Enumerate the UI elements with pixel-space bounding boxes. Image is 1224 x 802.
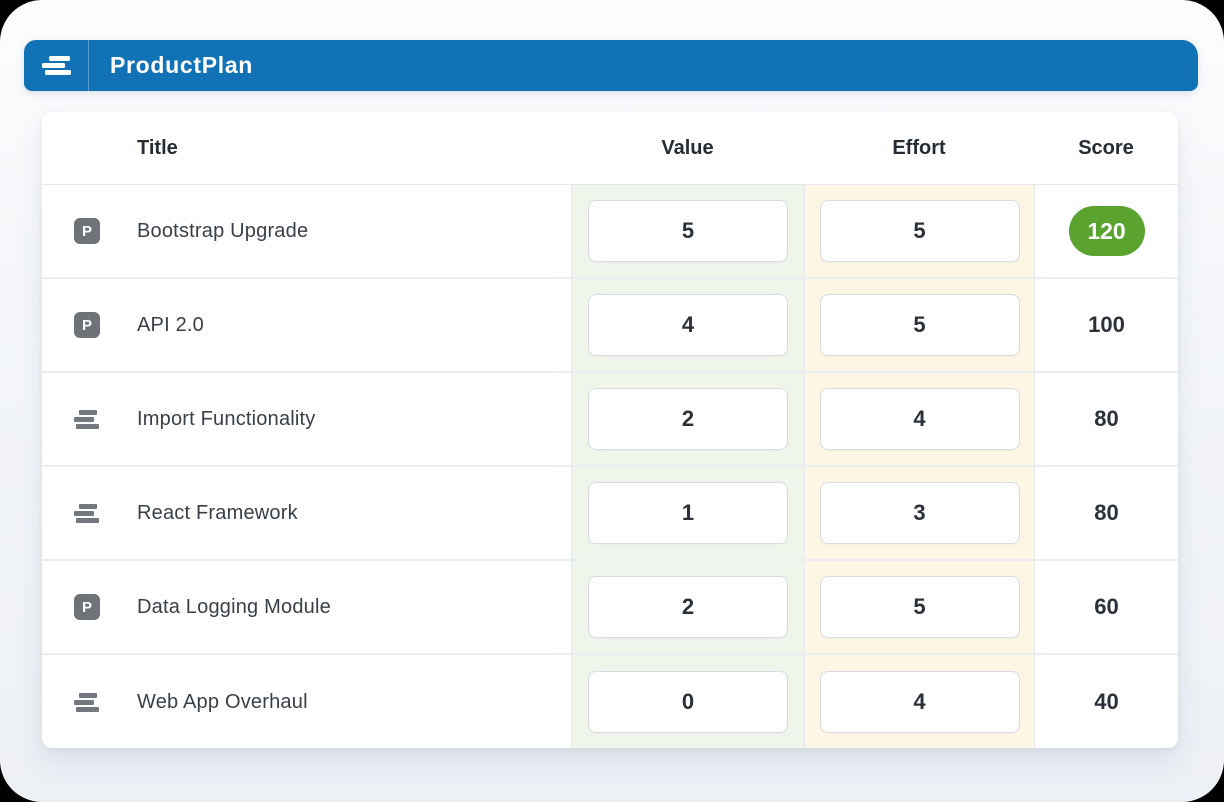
app-header: ProductPlan [24, 40, 1198, 91]
column-header-effort: Effort [892, 136, 946, 159]
table-row[interactable]: P Bootstrap Upgrade 120 [42, 185, 1178, 279]
score-value: 80 [1094, 500, 1119, 525]
row-title: Import Functionality [137, 407, 316, 430]
row-title: Data Logging Module [137, 595, 331, 618]
prioritization-table: Title Value Effort Score P Bootstrap Upg… [42, 112, 1178, 748]
column-header-score: Score [1078, 136, 1134, 159]
score-value: 60 [1094, 594, 1119, 619]
score-value: 40 [1094, 689, 1119, 714]
column-header-title: Title [137, 136, 178, 159]
header-divider [88, 40, 89, 91]
value-input[interactable] [588, 482, 788, 544]
logo-bars-icon [41, 56, 71, 75]
parking-icon: P [74, 218, 100, 244]
value-input[interactable] [588, 388, 788, 450]
effort-input[interactable] [819, 200, 1020, 262]
productplan-logo-icon[interactable] [24, 40, 88, 91]
score-value: 120 [1068, 206, 1145, 256]
effort-input[interactable] [819, 482, 1020, 544]
table-row[interactable]: P API 2.0 100 [42, 279, 1178, 373]
table-row[interactable]: React Framework 80 [42, 467, 1178, 561]
value-input[interactable] [588, 294, 788, 356]
value-input[interactable] [588, 671, 788, 733]
column-header-value: Value [661, 136, 714, 159]
row-title: API 2.0 [137, 313, 204, 336]
bars-icon [74, 692, 100, 712]
table-body: P Bootstrap Upgrade 120 P API 2.0 100 Im… [42, 185, 1178, 748]
table-header-row: Title Value Effort Score [42, 112, 1178, 185]
score-value: 100 [1088, 312, 1125, 337]
effort-input[interactable] [819, 388, 1020, 450]
table-row[interactable]: Import Functionality 80 [42, 373, 1178, 467]
row-title: Bootstrap Upgrade [137, 219, 309, 242]
value-input[interactable] [588, 200, 788, 262]
table-row[interactable]: P Data Logging Module 60 [42, 561, 1178, 655]
value-input[interactable] [588, 576, 788, 638]
app-title: ProductPlan [110, 52, 254, 78]
effort-input[interactable] [819, 671, 1020, 733]
effort-input[interactable] [819, 576, 1020, 638]
bars-icon [74, 503, 100, 523]
parking-icon: P [74, 594, 100, 620]
table-row[interactable]: Web App Overhaul 40 [42, 655, 1178, 748]
row-title: React Framework [137, 501, 298, 524]
bars-icon [74, 409, 100, 429]
parking-icon: P [74, 312, 100, 338]
score-value: 80 [1094, 406, 1119, 431]
effort-input[interactable] [819, 294, 1020, 356]
row-title: Web App Overhaul [137, 690, 308, 713]
